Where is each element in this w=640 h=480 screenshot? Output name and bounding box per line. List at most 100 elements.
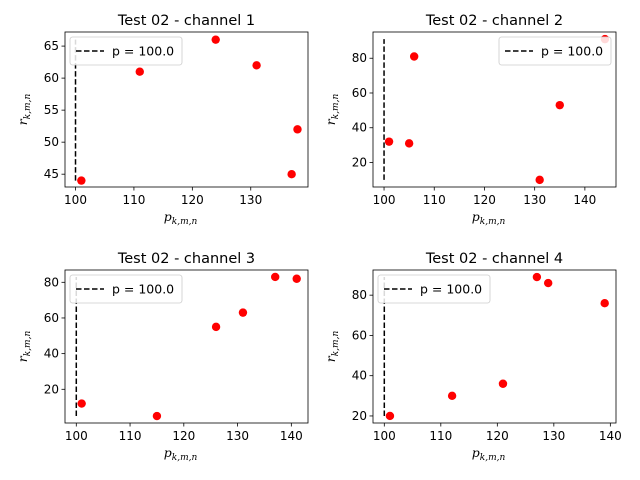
y-tick-label: 80	[352, 288, 367, 302]
data-point	[555, 100, 564, 110]
y-tick-label: 60	[352, 328, 367, 342]
x-axis-label: pk,m,n	[164, 445, 198, 463]
x-axis-label: pk,m,n	[164, 209, 198, 227]
x-tick-label: 120	[486, 429, 509, 443]
legend: p = 100.0	[377, 274, 491, 304]
axes-frame	[64, 31, 309, 188]
subplot-3: Test 02 - channel 3 100 110 120 130 140 20 40 60…	[15, 251, 309, 463]
y-axis-label: rk,m,n	[15, 94, 33, 126]
data-point	[409, 52, 419, 61]
data-point	[77, 176, 86, 185]
y-tick-label: 40	[44, 347, 59, 361]
y-tick-label: 45	[44, 167, 59, 181]
legend-box	[498, 36, 612, 66]
data-point	[385, 411, 395, 421]
subplot-title: Test 02 - channel 1	[117, 13, 255, 29]
x-tick-label: 110	[423, 193, 446, 207]
data-point	[535, 175, 544, 185]
y-axis-label: rk,m,n	[323, 94, 341, 126]
x-axis-label-main: p	[472, 445, 480, 460]
x-tick-label: 130	[523, 193, 546, 207]
y-axis-label-subscript: k,m,n	[23, 331, 33, 357]
y-tick-label: 20	[44, 382, 59, 396]
y-axis-label-main: r	[323, 118, 338, 125]
x-tick-label: 100	[373, 429, 396, 443]
y-axis-label-subscript: k,m,n	[331, 331, 341, 357]
x-tick-label: 110	[122, 193, 145, 207]
subplot-title: Test 02 - channel 3	[117, 251, 255, 267]
x-tick-label: 120	[172, 429, 195, 443]
legend: p = 100.0	[69, 274, 183, 304]
legend-label: p = 100.0	[541, 44, 603, 59]
legend-label: p = 100.0	[420, 282, 482, 297]
legend-label: p = 100.0	[112, 282, 174, 297]
legend-label: p = 100.0	[112, 44, 174, 59]
y-axis-label-subscript: k,m,n	[331, 94, 341, 120]
axes-frame	[372, 31, 617, 188]
x-tick-label: 140	[280, 429, 303, 443]
legend-box	[69, 274, 183, 304]
y-tick-label: 60	[352, 86, 367, 100]
subplot-4: Test 02 - channel 4 100 110 120 130 140 20 40 60…	[323, 251, 622, 463]
y-tick-label: 80	[352, 51, 367, 65]
y-tick-label: 20	[352, 409, 367, 423]
x-axis-label-subscript: k,m,n	[172, 217, 198, 227]
data-point	[271, 272, 280, 282]
data-point	[287, 169, 296, 179]
x-tick-label: 100	[65, 429, 88, 443]
y-axis-label-main: r	[323, 355, 338, 362]
data-point	[498, 379, 508, 388]
axes-frame	[64, 269, 309, 424]
y-tick-label: 40	[352, 369, 367, 383]
x-tick-label: 100	[64, 193, 87, 207]
y-tick-label: 65	[44, 39, 59, 53]
subplot-title: Test 02 - channel 2	[425, 13, 563, 29]
data-point	[404, 139, 414, 148]
data-point	[532, 272, 542, 282]
data-point	[252, 61, 261, 70]
legend-box	[377, 274, 491, 304]
x-axis-label-main: p	[164, 209, 172, 224]
data-point	[600, 299, 609, 308]
x-tick-label: 120	[473, 193, 496, 207]
y-axis-label-main: r	[15, 355, 30, 362]
y-tick-label: 60	[44, 71, 59, 85]
subplot-1: Test 02 - channel 1 100 110 120 130 45 50 55 60 6…	[15, 13, 309, 227]
y-axis-label-main: r	[15, 118, 30, 125]
y-axis-label-subscript: k,m,n	[23, 94, 33, 120]
x-tick-label: 130	[239, 193, 262, 207]
x-tick-label: 110	[429, 429, 452, 443]
data-point	[152, 411, 162, 421]
x-axis-label-subscript: k,m,n	[480, 453, 506, 463]
y-tick-label: 50	[44, 135, 59, 149]
y-axis-label: rk,m,n	[323, 331, 341, 363]
subplot-2: Test 02 - channel 2 100 110 120 130 140 20 40 60…	[323, 13, 617, 227]
x-tick-label: 140	[599, 429, 622, 443]
y-tick-label: 20	[352, 155, 367, 169]
x-tick-label: 120	[181, 193, 204, 207]
axes-frame	[372, 269, 617, 424]
x-tick-label: 100	[373, 193, 396, 207]
y-axis-label: rk,m,n	[15, 331, 33, 363]
x-tick-label: 130	[542, 429, 565, 443]
legend: p = 100.0	[498, 36, 612, 66]
x-axis-label-subscript: k,m,n	[172, 453, 198, 463]
x-axis-label-main: p	[164, 445, 172, 460]
data-point	[211, 35, 220, 44]
x-axis-label-main: p	[472, 209, 480, 224]
data-point	[447, 391, 457, 401]
x-axis-label: pk,m,n	[472, 209, 506, 227]
data-point	[77, 399, 86, 408]
legend: p = 100.0	[69, 36, 183, 66]
subplot-title: Test 02 - channel 4	[425, 251, 563, 267]
y-tick-label: 80	[44, 275, 59, 289]
data-point	[238, 308, 248, 317]
data-point	[211, 322, 221, 332]
data-point	[292, 274, 301, 283]
data-point	[384, 137, 394, 146]
y-tick-label: 60	[44, 311, 59, 325]
x-tick-label: 130	[226, 429, 249, 443]
data-point	[543, 278, 553, 288]
legend-box	[69, 36, 183, 66]
